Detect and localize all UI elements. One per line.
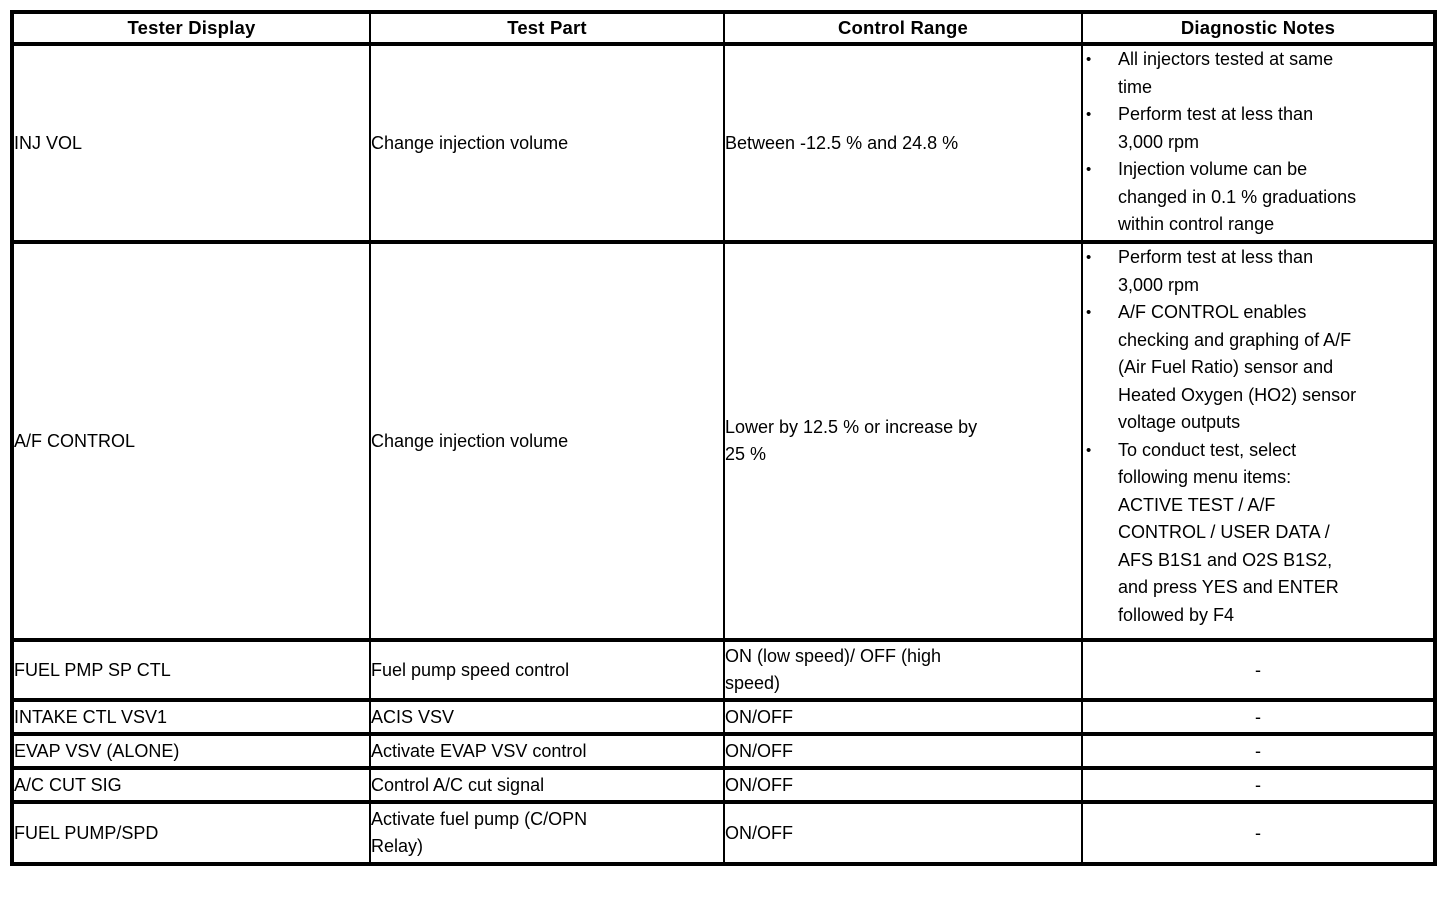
header-control-range: Control Range xyxy=(723,10,1083,46)
bullet-icon: • xyxy=(1086,161,1092,178)
table-row: INJ VOL Change injection volume Between … xyxy=(11,42,1436,244)
header-tester-display: Tester Display xyxy=(11,10,371,46)
cell-diagnostic-notes: • All injectors tested at same time • Pe… xyxy=(1081,42,1436,244)
cell-diagnostic-notes: - xyxy=(1081,800,1436,866)
note-text: A/F CONTROL enables checking and graphin… xyxy=(1118,302,1357,432)
cell-control-range: ON/OFF xyxy=(723,698,1083,736)
cell-control-range: Lower by 12.5 % or increase by 25 % xyxy=(723,240,1083,642)
cell-test-part: Control A/C cut signal xyxy=(369,766,725,804)
cell-control-range: ON/OFF xyxy=(723,766,1083,804)
bullet-icon: • xyxy=(1086,304,1092,321)
note-text: Perform test at less than 3,000 rpm xyxy=(1118,104,1314,152)
cell-tester-display: A/F CONTROL xyxy=(11,240,371,642)
note-text: Perform test at less than 3,000 rpm xyxy=(1118,247,1314,295)
cell-diagnostic-notes: • Perform test at less than 3,000 rpm • … xyxy=(1081,240,1436,642)
header-row: Tester Display Test Part Control Range D… xyxy=(11,10,1436,46)
cell-tester-display: FUEL PUMP/SPD xyxy=(11,800,371,866)
cell-test-part: Activate fuel pump (C/OPN Relay) xyxy=(369,800,725,866)
cell-test-part: Fuel pump speed control xyxy=(369,638,725,702)
bullet-icon: • xyxy=(1086,106,1092,123)
note-item: • All injectors tested at same time xyxy=(1084,48,1433,101)
note-item: • A/F CONTROL enables checking and graph… xyxy=(1084,299,1433,437)
cell-test-part: ACIS VSV xyxy=(369,698,725,736)
table-row: A/F CONTROL Change injection volume Lowe… xyxy=(11,240,1436,642)
cell-tester-display: EVAP VSV (ALONE) xyxy=(11,732,371,770)
cell-control-range: ON/OFF xyxy=(723,732,1083,770)
cell-test-part: Change injection volume xyxy=(369,240,725,642)
table-row: EVAP VSV (ALONE) Activate EVAP VSV contr… xyxy=(11,732,1436,770)
cell-diagnostic-notes: - xyxy=(1081,638,1436,702)
table-row: FUEL PMP SP CTL Fuel pump speed control … xyxy=(11,638,1436,702)
cell-diagnostic-notes: - xyxy=(1081,766,1436,804)
cell-control-range: Between -12.5 % and 24.8 % xyxy=(723,42,1083,244)
note-item: • Injection volume can be changed in 0.1… xyxy=(1084,156,1433,238)
cell-test-part: Activate EVAP VSV control xyxy=(369,732,725,770)
cell-tester-display: INTAKE CTL VSV1 xyxy=(11,698,371,736)
cell-tester-display: A/C CUT SIG xyxy=(11,766,371,804)
note-item: • To conduct test, select following menu… xyxy=(1084,437,1433,630)
bullet-icon: • xyxy=(1086,249,1092,266)
active-test-table: Tester Display Test Part Control Range D… xyxy=(10,10,1437,866)
cell-control-range: ON (low speed)/ OFF (high speed) xyxy=(723,638,1083,702)
cell-diagnostic-notes: - xyxy=(1081,732,1436,770)
note-item: • Perform test at less than 3,000 rpm xyxy=(1084,101,1433,156)
note-item: • Perform test at less than 3,000 rpm xyxy=(1084,246,1433,299)
table-row: A/C CUT SIG Control A/C cut signal ON/OF… xyxy=(11,766,1436,804)
cell-diagnostic-notes: - xyxy=(1081,698,1436,736)
cell-tester-display: INJ VOL xyxy=(11,42,371,244)
cell-control-range: ON/OFF xyxy=(723,800,1083,866)
bullet-icon: • xyxy=(1086,51,1092,68)
cell-tester-display: FUEL PMP SP CTL xyxy=(11,638,371,702)
header-diagnostic-notes: Diagnostic Notes xyxy=(1081,10,1436,46)
table-row: FUEL PUMP/SPD Activate fuel pump (C/OPN … xyxy=(11,800,1436,866)
cell-test-part: Change injection volume xyxy=(369,42,725,244)
table-row: INTAKE CTL VSV1 ACIS VSV ON/OFF - xyxy=(11,698,1436,736)
bullet-icon: • xyxy=(1086,441,1092,459)
note-text: All injectors tested at same time xyxy=(1118,49,1334,97)
note-text: Injection volume can be changed in 0.1 %… xyxy=(1118,159,1357,234)
header-test-part: Test Part xyxy=(369,10,725,46)
note-text: To conduct test, select following menu i… xyxy=(1118,439,1339,625)
